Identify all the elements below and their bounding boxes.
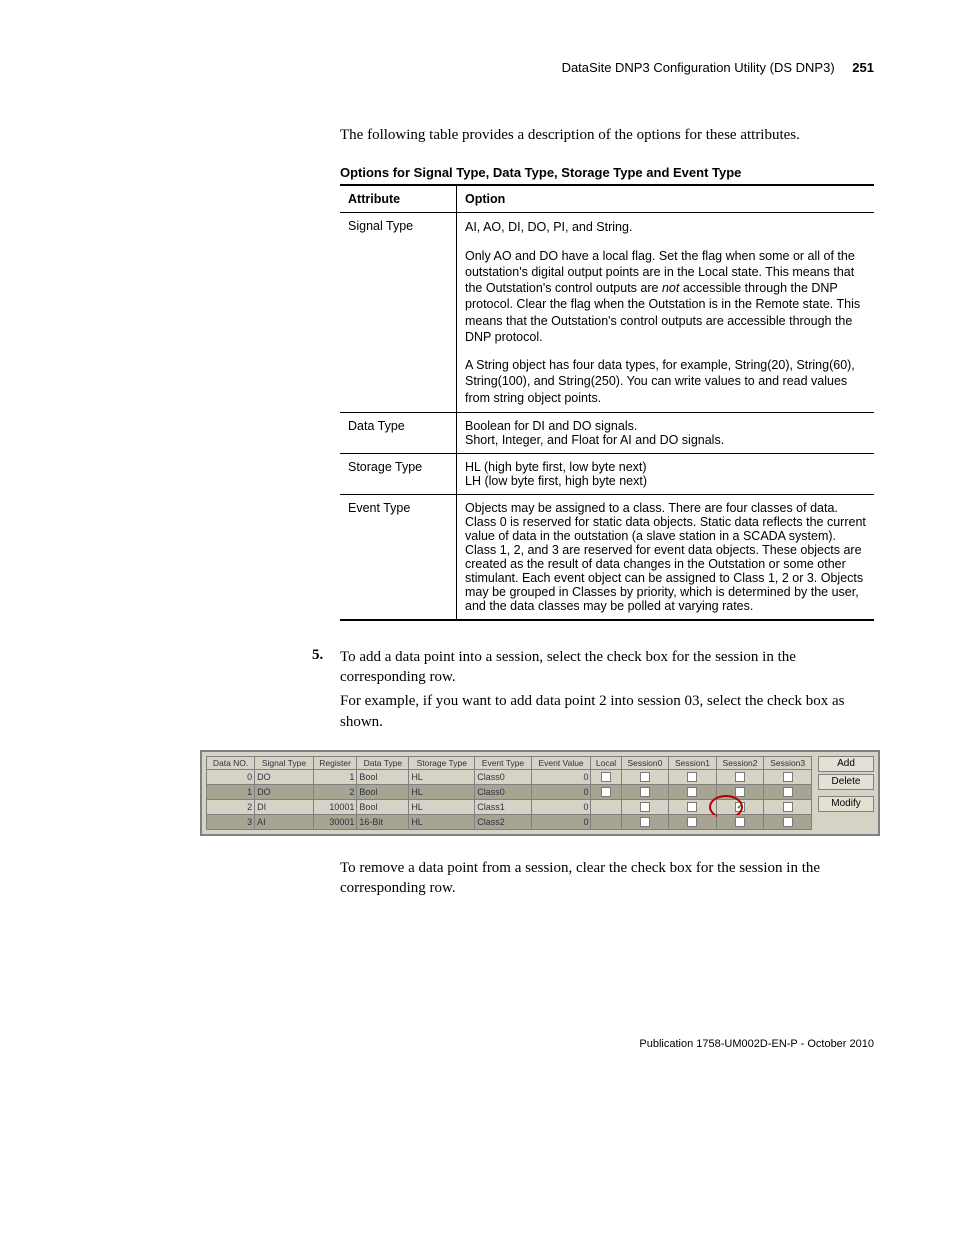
grid-row: 1DO2BoolHLClass00: [207, 784, 812, 799]
storage-p2: LH (low byte first, high byte next): [465, 474, 647, 488]
grid-header: Signal Type: [255, 756, 314, 769]
td-signal-attr: Signal Type: [340, 213, 457, 413]
local-checkbox[interactable]: [601, 772, 611, 782]
grid-row: 2DI10001BoolHLClass10: [207, 799, 812, 814]
td-signal-opt: AI, AO, DI, DO, PI, and String. Only AO …: [457, 213, 875, 413]
grid-header: Data NO.: [207, 756, 255, 769]
page-header: DataSite DNP3 Configuration Utility (DS …: [80, 60, 874, 75]
signal-p1: AI, AO, DI, DO, PI, and String.: [465, 219, 866, 235]
grid-header: Session0: [621, 756, 669, 769]
data-p2: Short, Integer, and Float for AI and DO …: [465, 433, 724, 447]
grid-header: Session1: [669, 756, 717, 769]
td-event-opt: Objects may be assigned to a class. Ther…: [457, 494, 875, 620]
session-checkbox[interactable]: [735, 787, 745, 797]
grid-row: 3AI3000116-BitHLClass20: [207, 814, 812, 829]
session-checkbox[interactable]: [687, 802, 697, 812]
session-checkbox[interactable]: [783, 772, 793, 782]
signal-p2: Only AO and DO have a local flag. Set th…: [465, 248, 866, 346]
session-checkbox[interactable]: [640, 787, 650, 797]
publication-footer: Publication 1758-UM002D-EN-P - October 2…: [80, 1038, 874, 1050]
th-option: Option: [457, 185, 875, 213]
td-storage-attr: Storage Type: [340, 453, 457, 494]
data-p1: Boolean for DI and DO signals.: [465, 419, 637, 433]
storage-p1: HL (high byte first, low byte next): [465, 460, 647, 474]
session-checkbox[interactable]: [735, 817, 745, 827]
th-attribute: Attribute: [340, 185, 457, 213]
table-title: Options for Signal Type, Data Type, Stor…: [340, 165, 874, 180]
session-checkbox[interactable]: [783, 802, 793, 812]
datagrid-screenshot: Data NO.Signal TypeRegisterData TypeStor…: [200, 750, 880, 836]
session-checkbox[interactable]: [640, 772, 650, 782]
delete-button[interactable]: Delete: [818, 774, 874, 790]
td-event-attr: Event Type: [340, 494, 457, 620]
intro-text: The following table provides a descripti…: [340, 125, 874, 145]
post-text: To remove a data point from a session, c…: [340, 858, 874, 899]
td-storage-opt: HL (high byte first, low byte next) LH (…: [457, 453, 875, 494]
grid-header: Data Type: [357, 756, 409, 769]
td-data-attr: Data Type: [340, 412, 457, 453]
local-checkbox[interactable]: [601, 787, 611, 797]
session-checkbox[interactable]: [687, 817, 697, 827]
grid-header: Local: [591, 756, 621, 769]
step-follow: For example, if you want to add data poi…: [340, 691, 874, 732]
session-checkbox[interactable]: [783, 817, 793, 827]
grid-header: Event Type: [475, 756, 531, 769]
grid-header: Event Value: [531, 756, 591, 769]
grid-row: 0DO1BoolHLClass00: [207, 769, 812, 784]
grid-header: Register: [313, 756, 357, 769]
grid-header: Storage Type: [409, 756, 475, 769]
session-checkbox[interactable]: [735, 772, 745, 782]
session-checkbox[interactable]: [687, 772, 697, 782]
grid-header: Session3: [764, 756, 812, 769]
add-button[interactable]: Add: [818, 756, 874, 772]
session-checkbox[interactable]: [735, 802, 745, 812]
modify-button[interactable]: Modify: [818, 796, 874, 812]
header-title: DataSite DNP3 Configuration Utility (DS …: [562, 60, 835, 75]
signal-p3: A String object has four data types, for…: [465, 357, 866, 406]
session-checkbox[interactable]: [783, 787, 793, 797]
header-page: 251: [852, 60, 874, 75]
td-data-opt: Boolean for DI and DO signals. Short, In…: [457, 412, 875, 453]
step-text: To add a data point into a session, sele…: [340, 647, 874, 688]
session-checkbox[interactable]: [640, 817, 650, 827]
grid-header: Session2: [716, 756, 764, 769]
data-grid: Data NO.Signal TypeRegisterData TypeStor…: [206, 756, 812, 830]
session-checkbox[interactable]: [640, 802, 650, 812]
options-table: Attribute Option Signal Type AI, AO, DI,…: [340, 184, 874, 621]
step-number: 5.: [312, 647, 340, 732]
session-checkbox[interactable]: [687, 787, 697, 797]
